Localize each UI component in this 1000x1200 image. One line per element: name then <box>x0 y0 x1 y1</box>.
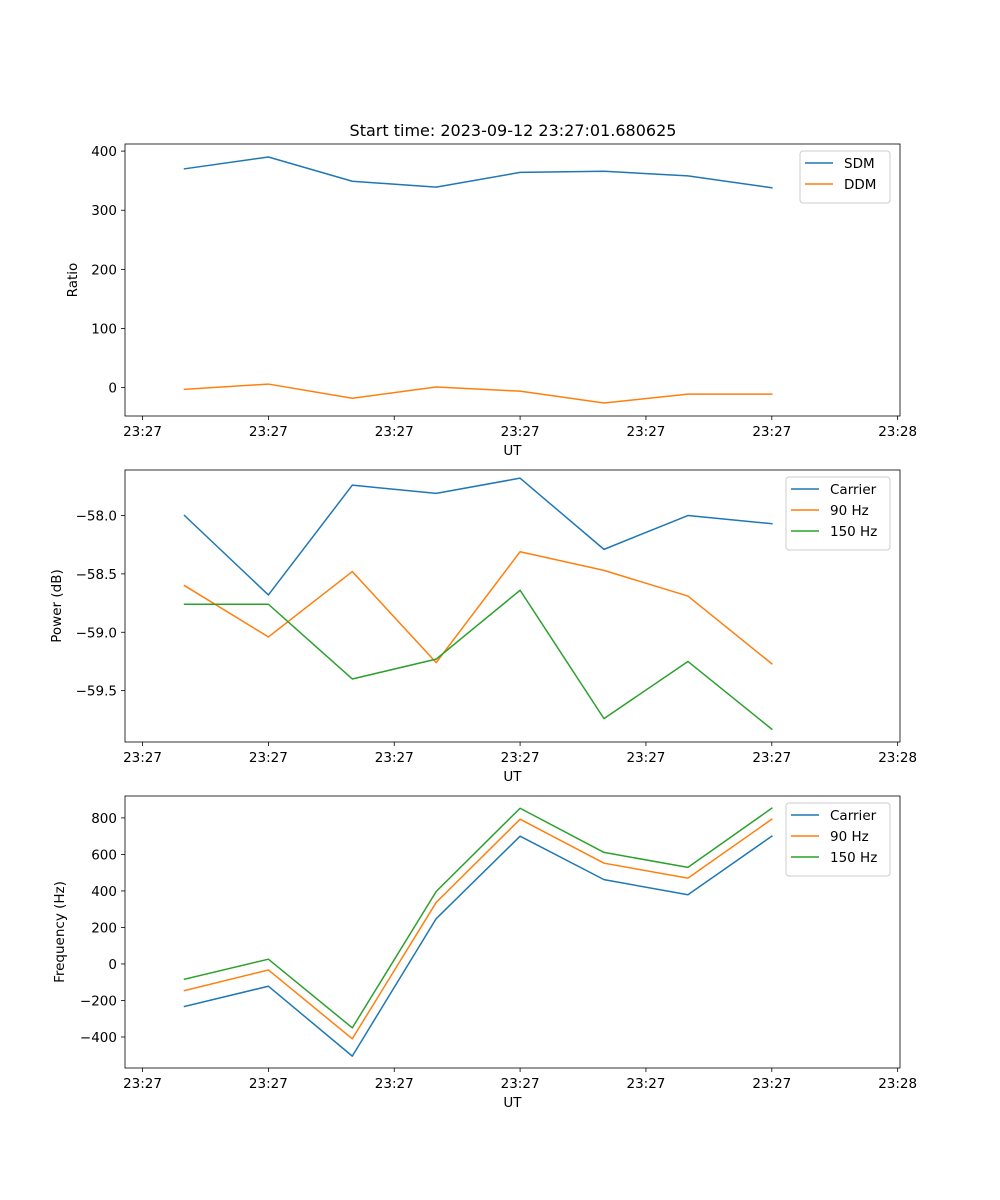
y-tick-label: 600 <box>91 847 117 863</box>
series-group <box>183 477 773 731</box>
series-line-carrier <box>183 835 773 1057</box>
legend-label: 90 Hz <box>830 829 869 845</box>
legend-label: Carrier <box>830 482 877 498</box>
y-tick-label: 300 <box>91 203 117 219</box>
y-tick-label: −59.0 <box>76 625 117 641</box>
x-tick-label: 23:27 <box>626 1076 665 1092</box>
y-axis-label: Ratio <box>65 263 81 298</box>
series-line-ddm <box>183 383 773 404</box>
legend-label: 90 Hz <box>830 503 869 519</box>
x-tick-label: 23:27 <box>752 1076 791 1092</box>
series-group <box>183 807 773 1057</box>
legend: Carrier 90 Hz 150 Hz <box>785 476 891 551</box>
x-tick-label: 23:28 <box>878 1076 917 1092</box>
legend-box <box>799 150 891 204</box>
chart-title: Start time: 2023-09-12 23:27:01.680625 <box>350 121 677 140</box>
y-axis-label: Frequency (Hz) <box>52 881 68 983</box>
series-line-150-hz <box>183 589 773 731</box>
x-tick-label: 23:27 <box>123 750 162 766</box>
legend-label: DDM <box>844 177 876 193</box>
x-tick-label: 23:28 <box>878 750 917 766</box>
legend-label: SDM <box>844 156 875 172</box>
x-tick-label: 23:27 <box>249 750 288 766</box>
x-tick-label: 23:27 <box>501 1076 540 1092</box>
x-tick-label: 23:27 <box>375 750 414 766</box>
x-tick-label: 23:27 <box>501 750 540 766</box>
x-tick-label: 23:27 <box>626 424 665 440</box>
x-tick-label: 23:27 <box>752 750 791 766</box>
y-axis-label: Power (dB) <box>49 569 65 642</box>
x-axis-label: UT <box>503 443 522 459</box>
y-tick-label: 400 <box>91 144 117 160</box>
y-tick-label: −400 <box>80 1030 117 1046</box>
axes-frame <box>124 143 901 417</box>
axes-frame <box>124 795 901 1069</box>
series-group <box>183 156 773 404</box>
x-tick-label: 23:27 <box>626 750 665 766</box>
legend: SDM DDM <box>799 150 891 204</box>
x-tick-label: 23:27 <box>752 424 791 440</box>
y-tick-label: 0 <box>108 381 117 397</box>
y-tick-label: 200 <box>91 262 117 278</box>
y-tick-label: 800 <box>91 811 117 827</box>
chart-panel-1: 23:27 23:27 23:27 23:27 23:27 23:27 23:28 0 100 2… <box>65 143 917 459</box>
x-tick-label: 23:27 <box>249 1076 288 1092</box>
axes-frame <box>124 469 901 743</box>
x-tick-label: 23:27 <box>123 424 162 440</box>
y-tick-label: 0 <box>108 957 117 973</box>
y-tick-label: 200 <box>91 920 117 936</box>
y-tick-label: 100 <box>91 321 117 337</box>
series-line-90-hz <box>183 818 773 1040</box>
legend-label: 150 Hz <box>830 524 877 540</box>
chart-panel-2: 23:27 23:27 23:27 23:27 23:27 23:27 23:28 −59.5… <box>49 469 917 785</box>
y-tick-label: −200 <box>80 993 117 1009</box>
x-tick-label: 23:28 <box>878 424 917 440</box>
legend-label: Carrier <box>830 808 877 824</box>
legend: Carrier 90 Hz 150 Hz <box>785 802 891 877</box>
x-tick-label: 23:27 <box>249 424 288 440</box>
y-tick-label: −58.0 <box>76 509 117 525</box>
series-line-sdm <box>183 156 773 189</box>
chart-panel-3: 23:27 23:27 23:27 23:27 23:27 23:27 23:28 −400 −… <box>52 795 917 1111</box>
x-tick-label: 23:27 <box>375 1076 414 1092</box>
legend-label: 150 Hz <box>830 850 877 866</box>
y-tick-label: −59.5 <box>76 684 117 700</box>
x-tick-label: 23:27 <box>501 424 540 440</box>
series-line-90-hz <box>183 550 773 665</box>
x-tick-label: 23:27 <box>123 1076 162 1092</box>
chart-panels: 23:27 23:27 23:27 23:27 23:27 23:27 23:28 0 100 2… <box>49 143 917 1111</box>
x-axis-label: UT <box>503 1095 522 1111</box>
x-axis-label: UT <box>503 769 522 785</box>
series-line-150-hz <box>183 807 773 1029</box>
series-line-carrier <box>183 477 773 596</box>
y-tick-label: −58.5 <box>76 567 117 583</box>
x-tick-label: 23:27 <box>375 424 414 440</box>
y-tick-label: 400 <box>91 884 117 900</box>
